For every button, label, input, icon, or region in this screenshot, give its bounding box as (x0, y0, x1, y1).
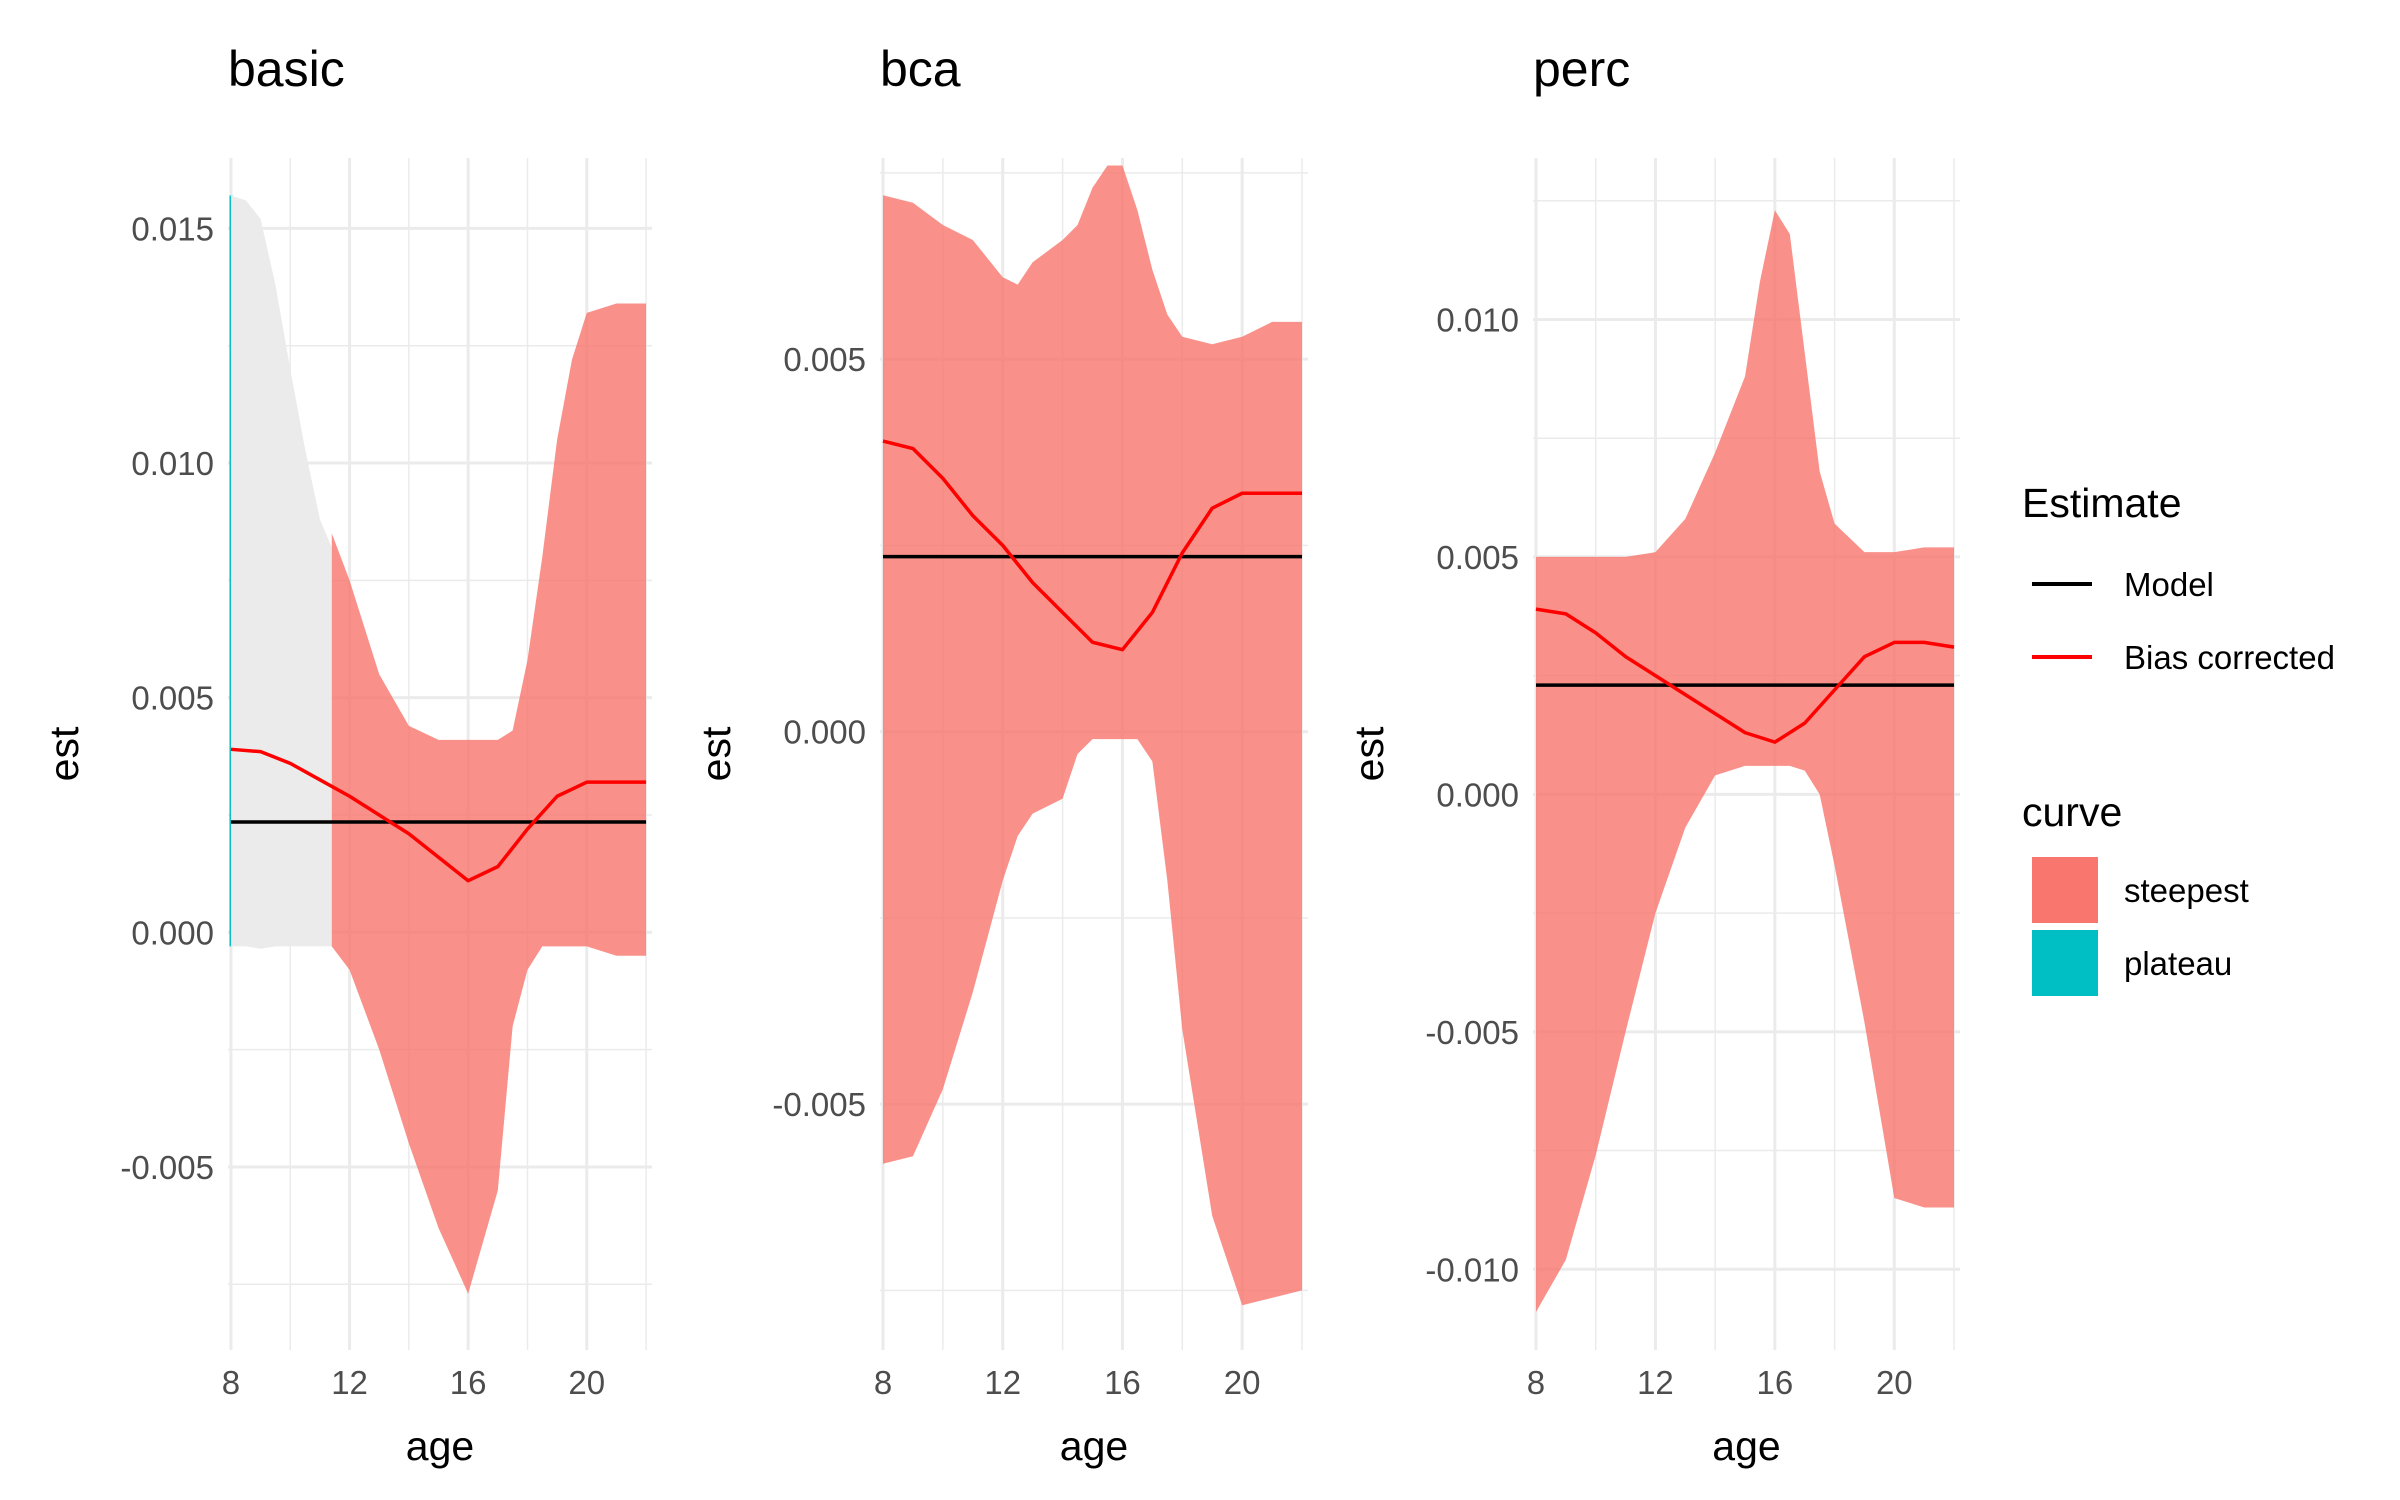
x-tick-label: 16 (1757, 1364, 1794, 1401)
bias-corrected-line (230, 747, 647, 883)
panel-bca: 8 12 16 20 -0.005 0.000 0.005 bca age est (693, 41, 1308, 1469)
x-tick-label: 12 (1637, 1364, 1674, 1401)
chart-panels: 8 12 16 20 -0.005 0.000 0.005 0.010 0.015 basic ag… (41, 41, 1960, 1469)
legend-fill-title: curve (2022, 789, 2122, 835)
y-tick-label: 0.005 (1436, 539, 1519, 576)
legend-key-plateau (2032, 930, 2098, 996)
x-tick-label: 8 (874, 1364, 892, 1401)
panel-title: basic (228, 41, 345, 97)
legend-label-model: Model (2124, 566, 2214, 603)
x-axis-title: age (1712, 1423, 1780, 1469)
x-tick-label: 16 (1104, 1364, 1141, 1401)
x-tick-label: 16 (450, 1364, 487, 1401)
band-steepest (1535, 210, 1955, 1313)
band-steepest (331, 303, 647, 1294)
y-tick-label: -0.005 (120, 1149, 214, 1186)
y-axis-title: est (1346, 726, 1392, 781)
legend-label-steepest: steepest (2124, 872, 2249, 909)
bias-corrected-line (882, 439, 1303, 652)
legend: Estimate Model Bias corrected curve stee… (2022, 480, 2335, 996)
legend-key-steepest (2032, 857, 2098, 923)
x-tick-label: 20 (1224, 1364, 1261, 1401)
panel-perc: 8 12 16 20 -0.010 -0.005 0.000 0.005 0.010 perc ag… (1346, 41, 1960, 1469)
legend-label-plateau: plateau (2124, 945, 2232, 982)
bias-corrected-line (1535, 607, 1955, 744)
x-tick-label: 12 (331, 1364, 368, 1401)
band-ribbon (230, 195, 332, 949)
x-tick-label: 12 (984, 1364, 1021, 1401)
panel-title: bca (880, 41, 961, 97)
y-tick-label: 0.005 (131, 680, 214, 717)
x-tick-label: 8 (1527, 1364, 1545, 1401)
x-tick-label: 20 (568, 1364, 605, 1401)
panel-basic: 8 12 16 20 -0.005 0.000 0.005 0.010 0.015 basic ag… (41, 41, 652, 1469)
y-tick-label: -0.005 (772, 1086, 866, 1123)
y-tick-label: 0.005 (783, 341, 866, 378)
y-tick-label: 0.015 (131, 210, 214, 247)
y-tick-label: -0.005 (1425, 1014, 1519, 1051)
y-tick-label: 0.000 (783, 714, 866, 751)
legend-label-bias-corrected: Bias corrected (2124, 639, 2335, 676)
y-tick-label: -0.010 (1425, 1251, 1519, 1288)
x-axis-title: age (1060, 1423, 1128, 1469)
y-tick-label: 0.010 (131, 445, 214, 482)
y-tick-label: 0.010 (1436, 301, 1519, 338)
x-tick-label: 20 (1876, 1364, 1913, 1401)
y-axis-title: est (41, 726, 87, 781)
band-steepest (882, 165, 1303, 1306)
legend-line-title: Estimate (2022, 480, 2182, 526)
y-axis-title: est (693, 726, 739, 781)
x-axis-title: age (406, 1423, 474, 1469)
y-tick-label: 0.000 (131, 914, 214, 951)
x-tick-label: 8 (222, 1364, 240, 1401)
panel-title: perc (1533, 41, 1630, 97)
y-tick-label: 0.000 (1436, 776, 1519, 813)
